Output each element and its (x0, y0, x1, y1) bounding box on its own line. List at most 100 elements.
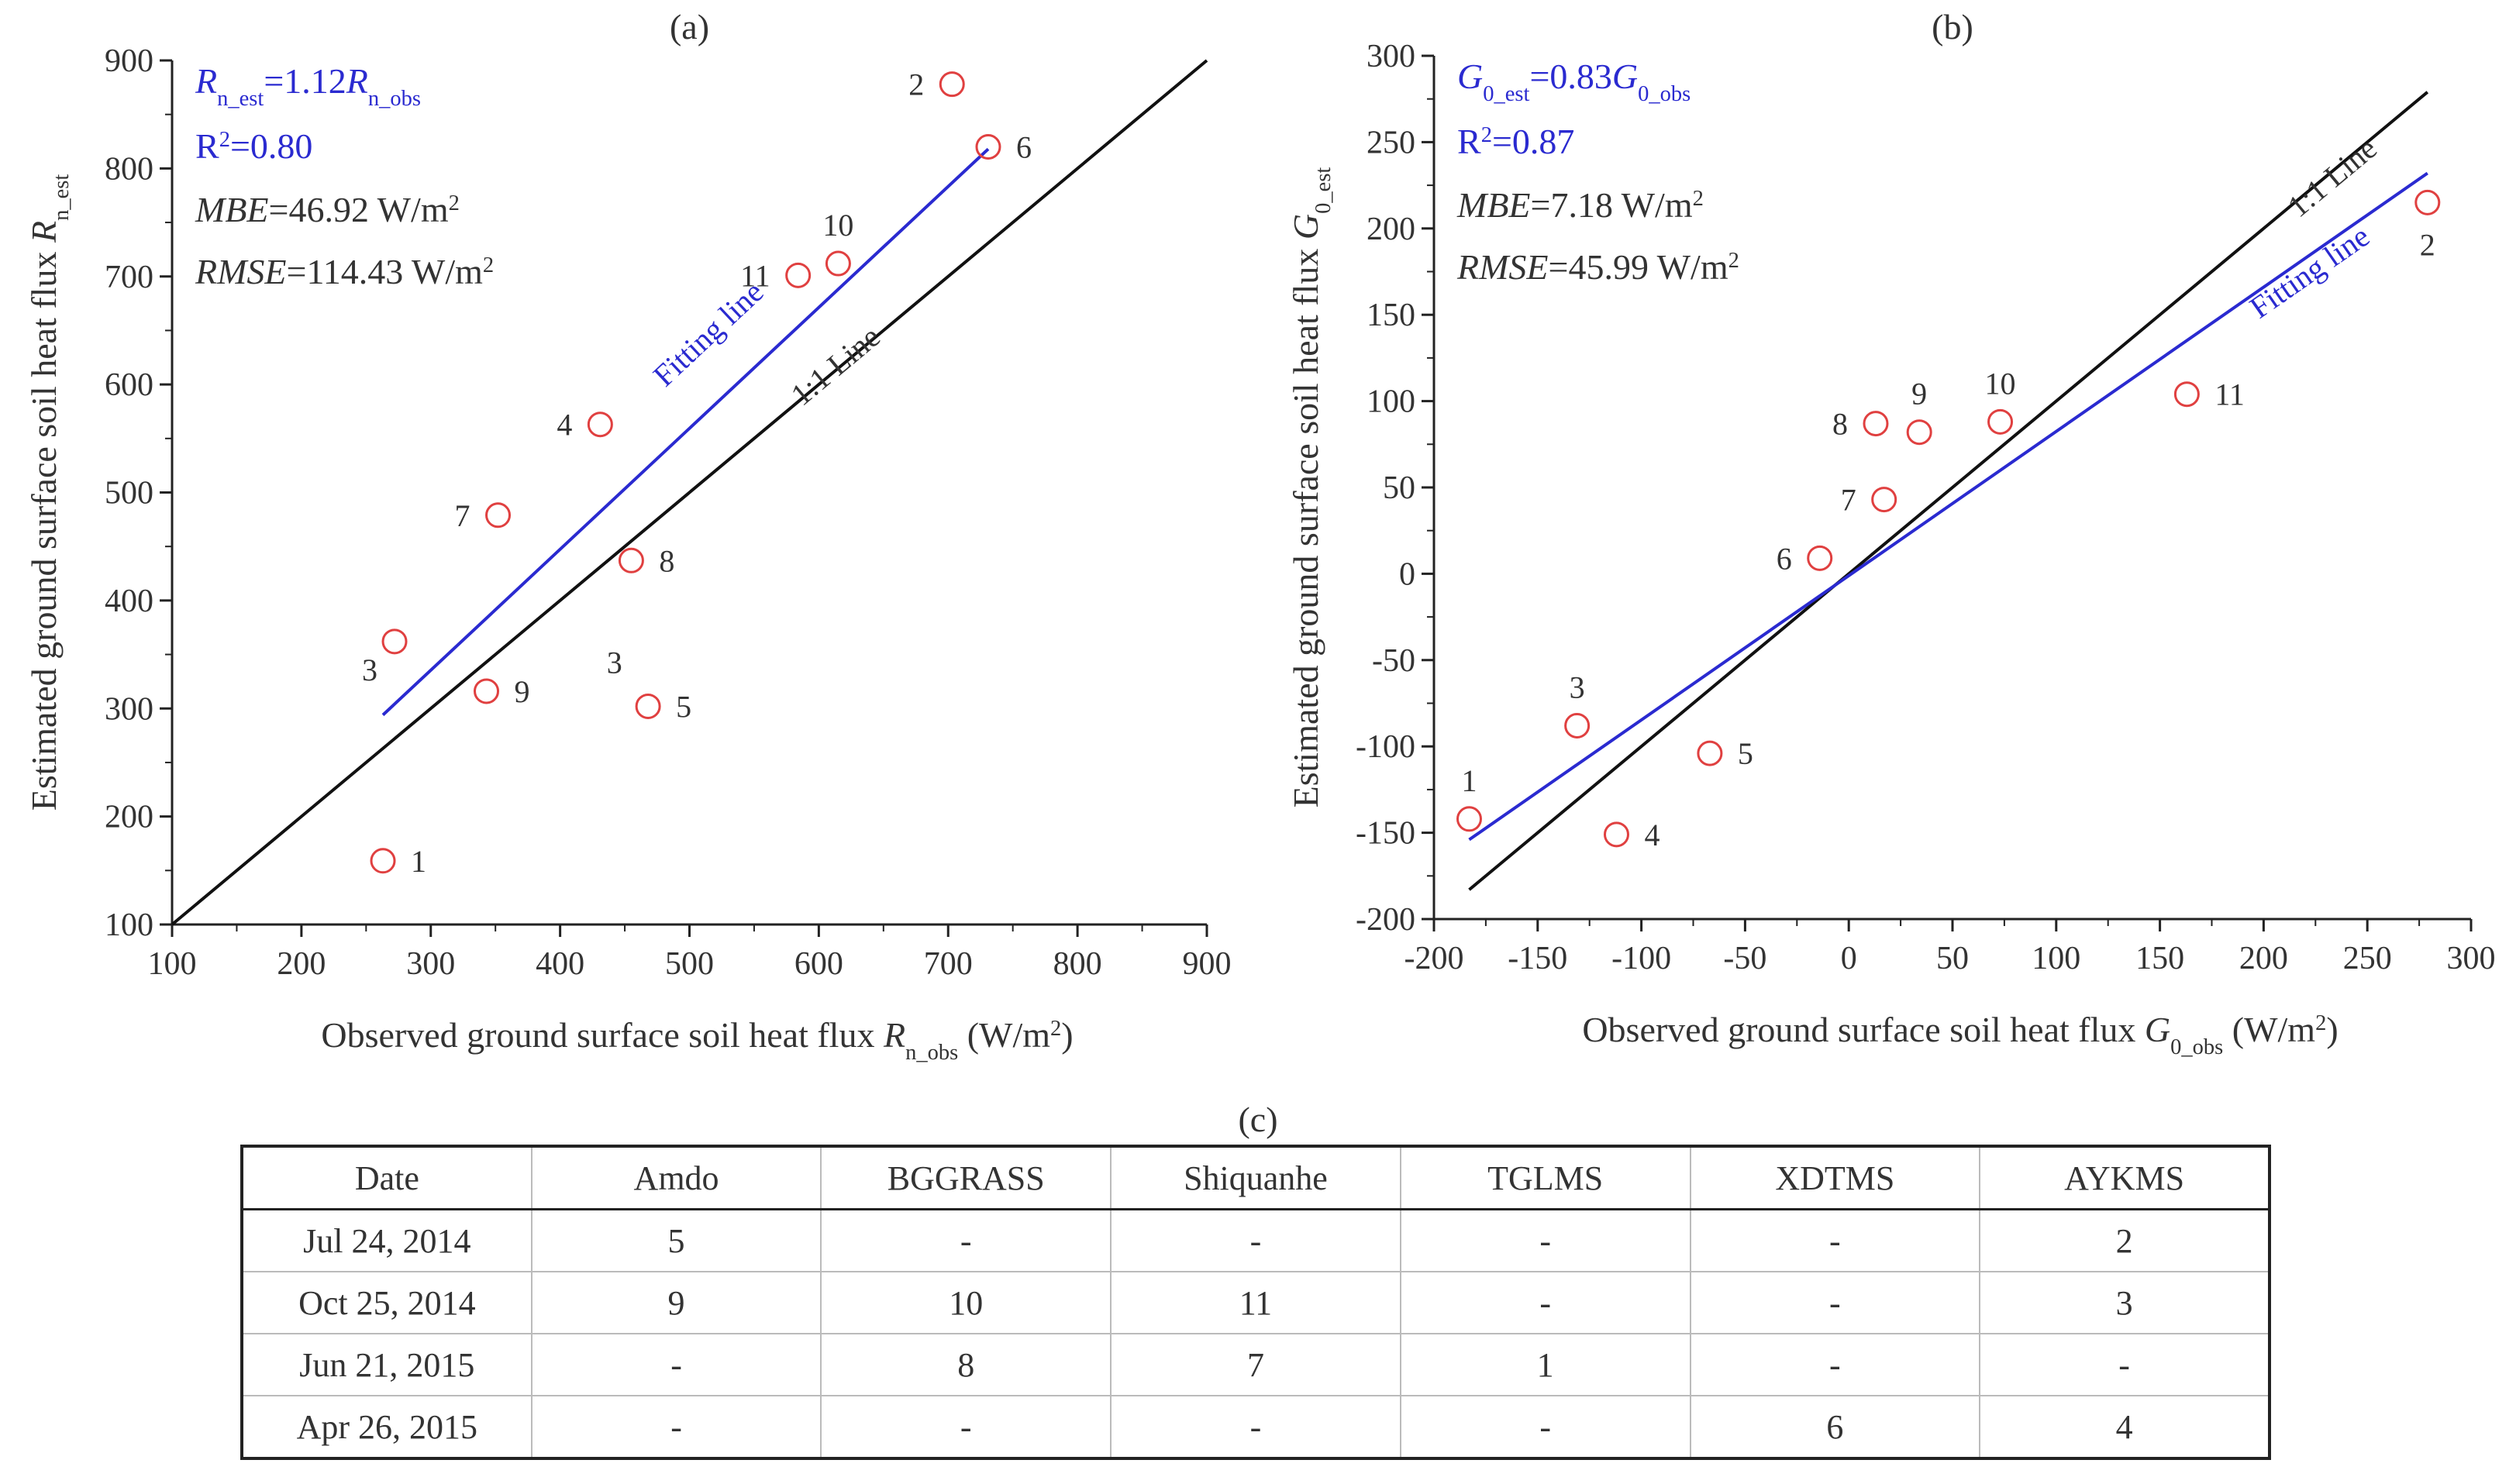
data-point-label: 11 (2214, 377, 2245, 412)
x-tick-label: 100 (2032, 941, 2080, 976)
y-tick-label: 150 (1367, 298, 1415, 333)
r-squared: R2=0.87 (1457, 122, 1574, 161)
data-point-5 (1697, 740, 1723, 766)
table-row: Oct 25, 2014 9 10 11- -3 (241, 1271, 2270, 1334)
data-point-9 (474, 678, 500, 704)
y-tick-label: 100 (105, 907, 153, 943)
panel-b: (b)-200 -150 -100 -50 0 50 100 150 200 250 300-200… (1286, 7, 2496, 1059)
data-point-8 (618, 547, 644, 573)
data-point-2 (2414, 189, 2441, 215)
table-row: Jun 21, 2015-8 7 1- - (241, 1333, 2270, 1396)
table-cell: - (820, 1208, 1112, 1272)
x-tick-label: -50 (1723, 941, 1766, 976)
data-point-11 (2173, 381, 2200, 408)
panel-label: (a) (670, 7, 709, 46)
y-tick-label: 300 (1367, 39, 1415, 74)
y-tick-label: -200 (1356, 902, 1415, 938)
y-tick-label: 400 (105, 584, 153, 619)
data-point-label: 3 (1570, 670, 1585, 704)
table-cell: - (1110, 1208, 1401, 1272)
table-cell: Jul 24, 2014 (241, 1208, 532, 1272)
table-cell: - (1689, 1208, 1981, 1272)
data-point-4 (587, 411, 613, 438)
data-point-5 (635, 693, 661, 719)
x-tick-label: -200 (1404, 941, 1464, 976)
data-point-label: 8 (659, 543, 674, 578)
x-tick-label: 300 (406, 946, 455, 982)
x-tick-label: 700 (924, 946, 973, 982)
x-tick-label: 0 (1841, 941, 1857, 976)
data-point-label: 2 (2420, 227, 2435, 262)
y-tick-label: -150 (1356, 816, 1415, 852)
mbe-value: MBE=7.18 W/m2 (1456, 185, 1704, 225)
table-cell: 2 (1979, 1208, 2270, 1272)
table-cell: - (1110, 1395, 1401, 1459)
station-date-table: Date Amdo BGGRASS Shiquanhe TGLMS XDTMS AYKMS … (240, 1145, 2271, 1460)
fitting-line (1468, 171, 2428, 842)
y-tick-label: 600 (105, 367, 153, 403)
table-cell: - (530, 1333, 822, 1396)
table-column-header: BGGRASS (820, 1145, 1112, 1210)
y-tick-label: 900 (105, 43, 153, 79)
data-point-label: 11 (740, 258, 770, 293)
data-point-label: 5 (676, 689, 691, 724)
one-to-one-line (1468, 91, 2429, 891)
table-cell: 8 (820, 1333, 1112, 1396)
x-tick-label: 300 (2447, 941, 2496, 976)
x-tick-label: 500 (665, 946, 714, 982)
y-tick-label: 0 (1399, 556, 1415, 592)
data-point-label: 10 (1985, 366, 2016, 401)
x-tick-label: 600 (794, 946, 843, 982)
table-cell: Apr 26, 2015 (241, 1395, 532, 1459)
table-cell: 3 (1979, 1271, 2270, 1334)
data-point-label: 10 (822, 208, 853, 243)
data-point-8 (1863, 411, 1889, 437)
data-point-label: 9 (515, 674, 530, 709)
data-point-3 (1564, 712, 1591, 739)
x-axis-title: Observed ground surface soil heat flux G… (1582, 1010, 2338, 1059)
table-cell: 7 (1110, 1333, 1401, 1396)
table-cell: 1 (1399, 1333, 1691, 1396)
table-column-header: Date (241, 1145, 532, 1210)
data-point-6 (1807, 545, 1833, 571)
y-axis-title: Estimated ground surface soil heat flux … (24, 174, 74, 811)
fitting-line-label: Fitting line (2243, 219, 2376, 325)
data-point-label: 6 (1777, 541, 1792, 576)
table-cell: 9 (530, 1271, 822, 1334)
rmse-value: RMSE=45.99 W/m2 (1456, 247, 1739, 287)
y-tick-label: 700 (105, 260, 153, 295)
table-cell: - (1689, 1271, 1981, 1334)
one-to-one-label: 1:1 Line (2281, 130, 2383, 224)
x-tick-label: 900 (1183, 946, 1232, 982)
data-point-7 (1871, 487, 1897, 513)
data-point-label: 6 (1016, 130, 1032, 165)
x-tick-label: -150 (1508, 941, 1567, 976)
data-point-9 (1906, 419, 1932, 446)
r-squared: R2=0.80 (195, 126, 312, 166)
stray-point-label: 3 (607, 645, 622, 680)
x-tick-label: 200 (2239, 941, 2288, 976)
table-cell: - (1689, 1333, 1981, 1396)
y-tick-label: -100 (1356, 729, 1415, 765)
data-point-label: 5 (1738, 736, 1753, 771)
table-column-header: AYKMS (1979, 1145, 2270, 1210)
data-point-label: 4 (557, 408, 572, 442)
x-tick-label: 100 (148, 946, 197, 982)
data-point-10 (1987, 408, 2014, 435)
data-point-3 (381, 628, 408, 655)
table-cell: - (530, 1395, 822, 1459)
data-point-2 (939, 71, 965, 98)
data-point-6 (975, 134, 1001, 160)
y-tick-label: 300 (105, 691, 153, 727)
table-row: Jul 24, 2014 5- - - -2 (241, 1208, 2270, 1272)
table-column-header: Shiquanhe (1110, 1145, 1401, 1210)
regression-equation: G0_est=0.83G0_obs (1457, 57, 1691, 106)
mbe-value: MBE=46.92 W/m2 (195, 190, 460, 229)
table-cell: 11 (1110, 1271, 1401, 1334)
data-point-1 (370, 848, 396, 874)
data-point-label: 4 (1644, 818, 1660, 852)
table-cell: Jun 21, 2015 (241, 1333, 532, 1396)
x-tick-label: 200 (277, 946, 326, 982)
y-tick-label: 250 (1367, 125, 1415, 160)
y-tick-label: -50 (1372, 643, 1415, 679)
